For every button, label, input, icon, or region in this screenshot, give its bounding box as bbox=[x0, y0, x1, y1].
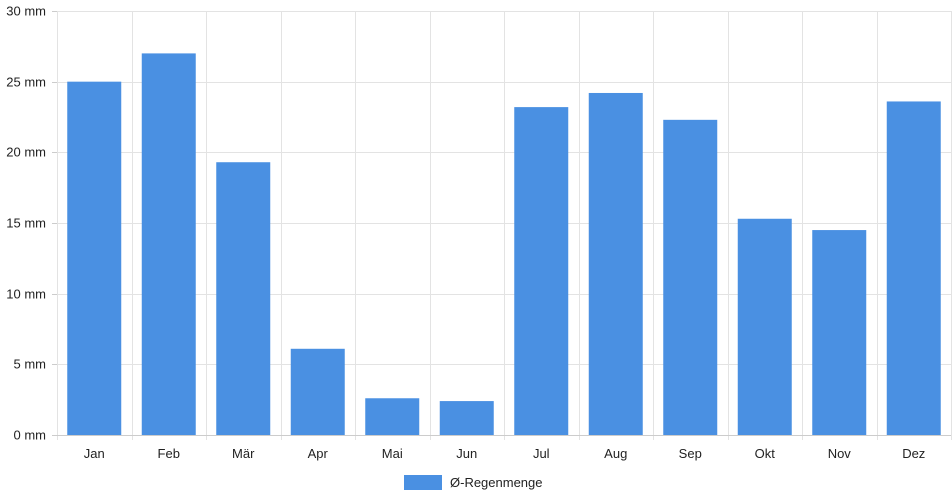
bars-layer bbox=[67, 53, 941, 436]
legend-label: Ø-Regenmenge bbox=[450, 475, 543, 490]
axis-layer: 0 mm 5 mm 10 mm 15 mm 20 mm 25 mm 30 mm Jan Feb M… bbox=[6, 4, 951, 461]
x-tick-label: Jan bbox=[84, 446, 105, 461]
y-tick-label: 5 mm bbox=[14, 357, 47, 372]
bar-jul[interactable] bbox=[514, 107, 569, 436]
bar-mai[interactable] bbox=[365, 398, 420, 435]
bar-feb[interactable] bbox=[141, 53, 196, 436]
y-tick-label: 0 mm bbox=[14, 428, 47, 443]
bar-dez[interactable] bbox=[886, 101, 941, 435]
bar-sep[interactable] bbox=[663, 119, 718, 436]
x-tick-label: Feb bbox=[158, 446, 180, 461]
bar-jan[interactable] bbox=[67, 81, 122, 436]
x-tick-label: Dez bbox=[902, 446, 925, 461]
bar-mär[interactable] bbox=[216, 162, 271, 435]
x-tick-label: Okt bbox=[755, 446, 776, 461]
grid-layer bbox=[57, 11, 952, 440]
x-tick-label: Aug bbox=[604, 446, 627, 461]
bar-jun[interactable] bbox=[439, 401, 494, 435]
bar-nov[interactable] bbox=[812, 230, 867, 435]
x-tick-label: Jun bbox=[456, 446, 477, 461]
bar-okt[interactable] bbox=[737, 218, 792, 435]
x-tick-label: Mai bbox=[382, 446, 403, 461]
bar-aug[interactable] bbox=[588, 92, 643, 436]
y-tick-label: 30 mm bbox=[6, 4, 46, 19]
y-tick-label: 15 mm bbox=[6, 216, 46, 231]
x-tick-label: Apr bbox=[308, 446, 329, 461]
x-tick-label: Jul bbox=[533, 446, 550, 461]
y-tick-label: 10 mm bbox=[6, 287, 46, 302]
x-tick-label: Sep bbox=[679, 446, 702, 461]
x-tick-label: Mär bbox=[232, 446, 255, 461]
bar-apr[interactable] bbox=[290, 348, 345, 435]
x-tick-label: Nov bbox=[828, 446, 852, 461]
legend[interactable]: Ø-Regenmenge bbox=[404, 475, 543, 490]
y-tick-label: 25 mm bbox=[6, 75, 46, 90]
legend-swatch bbox=[404, 475, 442, 490]
y-tick-label: 20 mm bbox=[6, 145, 46, 160]
